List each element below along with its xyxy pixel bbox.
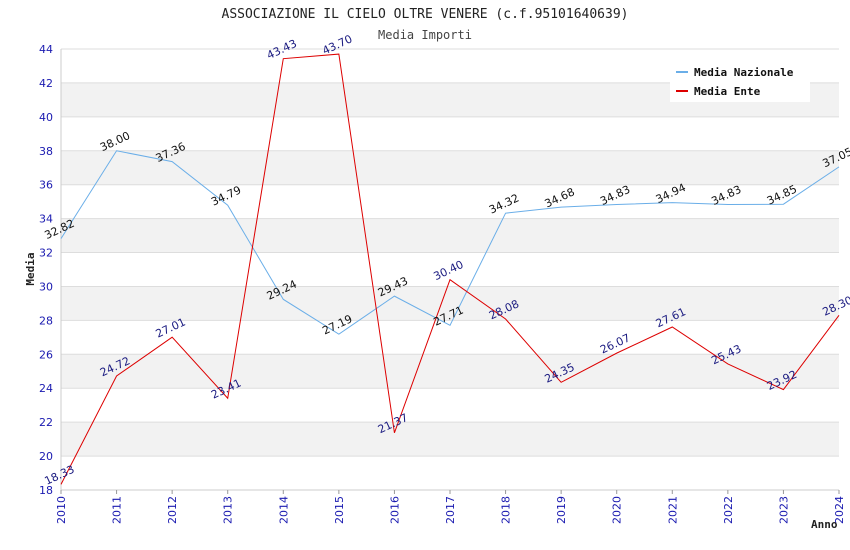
grid-band — [61, 320, 839, 355]
grid-band — [61, 388, 839, 423]
x-tick-label: 2019 — [555, 496, 568, 524]
series-layer — [60, 53, 840, 485]
legend: Media Nazionale Media Ente — [670, 60, 810, 102]
chart-title: ASSOCIAZIONE IL CIELO OLTRE VENERE (c.f.… — [222, 7, 629, 22]
x-tick-label: 2014 — [277, 496, 290, 524]
y-tick-label: 44 — [39, 43, 53, 56]
x-tick-label: 2024 — [833, 496, 846, 524]
grid-band — [61, 354, 839, 389]
x-tick-label: 2013 — [222, 496, 235, 524]
y-tick-label: 20 — [39, 450, 53, 463]
series-line-media-nazionale — [60, 150, 840, 335]
x-tick-label: 2015 — [333, 496, 346, 524]
axes — [60, 49, 840, 494]
x-tick-label: 2021 — [666, 496, 679, 524]
grid-band — [61, 116, 839, 151]
x-tick-label: 2022 — [722, 496, 735, 524]
y-tick-label: 34 — [39, 213, 53, 226]
y-tick-label: 36 — [39, 179, 53, 192]
legend-label: Media Ente — [694, 85, 761, 98]
y-tick-label: 26 — [39, 348, 53, 361]
y-tick-label: 32 — [39, 247, 53, 260]
x-tick-label: 2012 — [166, 496, 179, 524]
x-tick-label: 2018 — [500, 496, 513, 524]
y-tick-label: 18 — [39, 484, 53, 497]
x-tick-label: 2023 — [777, 496, 790, 524]
x-tick-labels: 2010 2011 2012 2013 2014 2015 2016 2017 2018 2019… — [55, 496, 846, 524]
grid-band — [61, 456, 839, 490]
series-line-media-ente — [60, 53, 840, 485]
x-tick-label: 2017 — [444, 496, 457, 524]
grid-band — [61, 422, 839, 457]
grid-band — [61, 286, 839, 321]
x-tick-label: 2016 — [388, 496, 401, 524]
y-tick-label: 40 — [39, 111, 53, 124]
y-tick-label: 42 — [39, 77, 53, 90]
y-tick-labels: 18 20 22 24 26 28 30 32 34 36 38 40 42 44 — [39, 43, 53, 497]
legend-label: Media Nazionale — [694, 66, 794, 79]
x-tick-label: 2011 — [111, 496, 124, 524]
y-tick-label: 24 — [39, 382, 53, 395]
grid-band — [61, 184, 839, 219]
y-tick-label: 38 — [39, 145, 53, 158]
y-tick-label: 30 — [39, 280, 53, 293]
x-tick-label: 2010 — [55, 496, 68, 524]
y-axis-label: Media — [24, 252, 37, 285]
y-tick-label: 22 — [39, 416, 53, 429]
x-tick-label: 2020 — [611, 496, 624, 524]
chart-subtitle: Media Importi — [378, 28, 472, 42]
y-tick-label: 28 — [39, 314, 53, 327]
grid-band — [61, 150, 839, 185]
grid-band — [61, 218, 839, 253]
x-axis-label: Anno — [811, 518, 838, 531]
legend-box — [670, 60, 810, 102]
